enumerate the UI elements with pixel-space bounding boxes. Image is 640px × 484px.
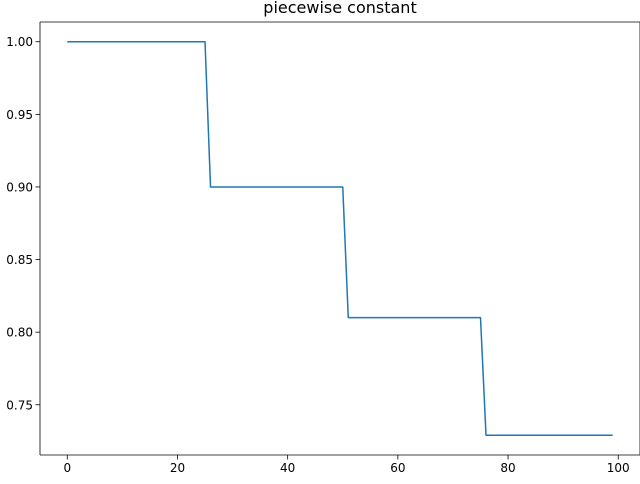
axes: 0 20 40 60 80 100 0.75 0.80 0.85 0.90 0.95 1.00: [6, 21, 640, 475]
x-tick-label-2: 40: [280, 461, 295, 475]
series-line-0: [67, 41, 613, 436]
x-tick-label-0: 0: [63, 461, 71, 475]
x-tick-label-1: 20: [170, 461, 185, 475]
y-tick-label-3: 0.90: [6, 180, 33, 194]
y-tick-label-4: 0.95: [6, 108, 33, 122]
y-tick-label-1: 0.80: [6, 326, 33, 340]
x-tick-label-3: 60: [390, 461, 405, 475]
x-tick-label-4: 80: [500, 461, 515, 475]
y-tick-label-0: 0.75: [6, 398, 33, 412]
chart-title: piecewise constant: [263, 0, 417, 17]
y-tick-label-5: 1.00: [6, 35, 33, 49]
x-tick-label-5: 100: [607, 461, 630, 475]
y-tick-label-2: 0.85: [6, 253, 33, 267]
